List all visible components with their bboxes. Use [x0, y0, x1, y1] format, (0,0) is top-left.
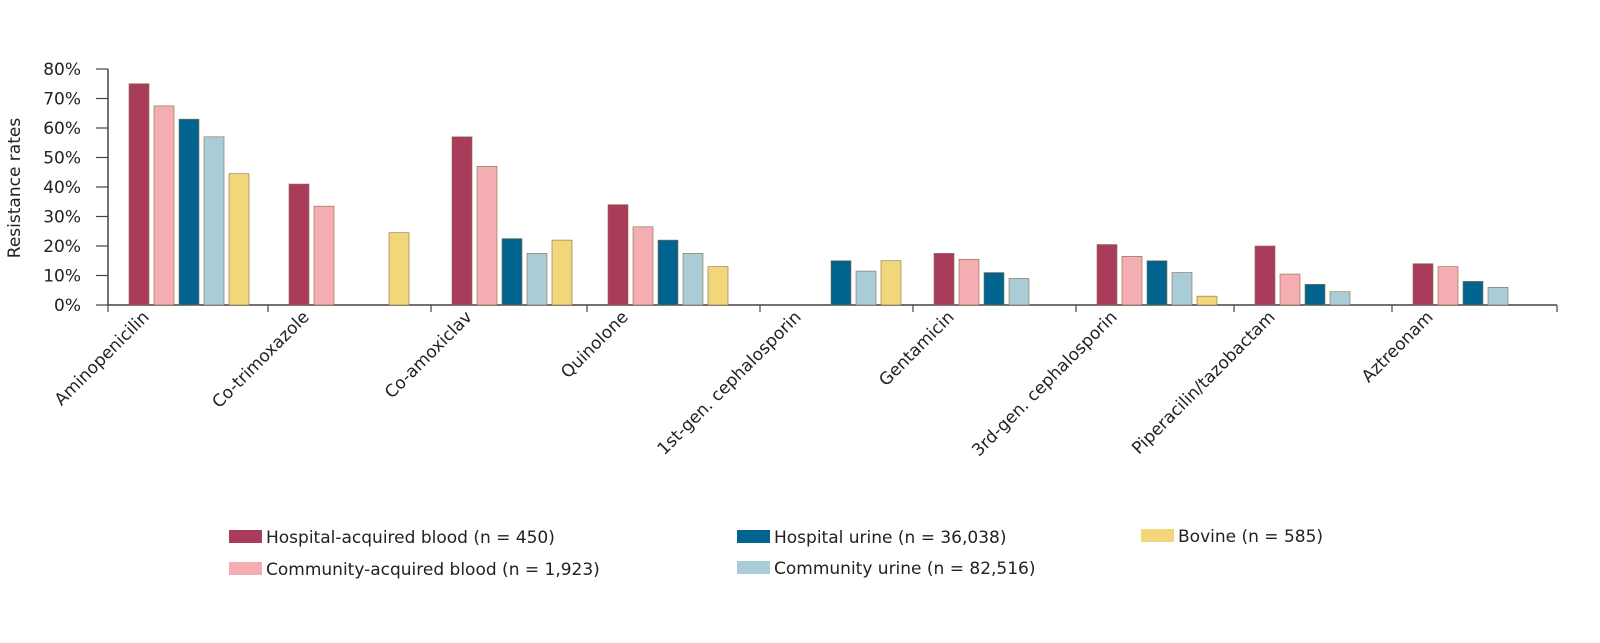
bar: [1329, 291, 1351, 306]
bar: [855, 270, 877, 306]
bar: [203, 136, 225, 306]
bar: [607, 204, 629, 306]
x-category-label: Co-amoxiclav: [381, 307, 476, 402]
bar: [153, 105, 175, 306]
x-category-label: Quinolone: [557, 307, 632, 382]
bar: [388, 232, 410, 306]
bar: [1096, 244, 1118, 306]
legend-swatch: [737, 561, 770, 574]
bar: [501, 238, 523, 306]
bar: [1146, 260, 1168, 306]
x-axis: Aminopenicilin Co-trimoxazole Co-amoxiclav…: [51, 304, 1558, 461]
legend: Hospital-acquired blood (n = 450) Communi…: [229, 527, 1323, 580]
bar: [983, 272, 1005, 306]
legend-swatch: [229, 530, 262, 543]
bar: [657, 239, 679, 306]
bar: [632, 226, 654, 306]
legend-label: Bovine (n = 585): [1178, 527, 1323, 547]
bar: [830, 260, 852, 306]
y-tick-label: 60%: [43, 119, 81, 139]
y-tick-label: 80%: [43, 60, 81, 80]
bar: [313, 205, 335, 306]
bar: [476, 166, 498, 306]
legend-label: Hospital-acquired blood (n = 450): [266, 528, 555, 548]
legend-label: Community urine (n = 82,516): [774, 559, 1036, 579]
bar: [1437, 266, 1459, 306]
x-category-label: Gentamicin: [875, 307, 958, 390]
bar: [451, 136, 473, 306]
x-category-label: Co-trimoxazole: [209, 307, 314, 412]
x-category-label: 3rd-gen. cephalosporin: [968, 307, 1121, 460]
legend-swatch: [1141, 529, 1174, 542]
bar: [1171, 272, 1193, 306]
bar: [288, 183, 310, 306]
y-axis: 0% 10% 20% 30% 40% 50% 60% 70% 80%: [43, 60, 109, 316]
bar: [1121, 256, 1143, 306]
bar: [933, 253, 955, 306]
bar: [1304, 284, 1326, 306]
bar: [707, 266, 729, 306]
legend-label: Hospital urine (n = 36,038): [774, 528, 1006, 548]
y-axis-label: Resistance rates: [5, 118, 25, 259]
y-tick-label: 20%: [43, 237, 81, 257]
bar: [128, 83, 150, 306]
bar: [682, 253, 704, 306]
bars: [128, 83, 1509, 306]
x-category-label: Piperacilin/tazobactam: [1128, 307, 1279, 458]
y-tick-label: 10%: [43, 267, 81, 287]
bar: [880, 260, 902, 306]
x-category-label: Aztreonam: [1358, 307, 1438, 387]
x-category-label: 1st-gen. cephalosporin: [654, 307, 806, 459]
bar: [178, 118, 200, 306]
y-tick-label: 40%: [43, 178, 81, 198]
legend-label: Community-acquired blood (n = 1,923): [266, 560, 600, 580]
bar: [1279, 273, 1301, 306]
y-tick-label: 0%: [54, 296, 81, 316]
y-tick-label: 30%: [43, 208, 81, 228]
legend-swatch: [229, 562, 262, 575]
bar: [551, 239, 573, 306]
y-tick-label: 50%: [43, 149, 81, 169]
y-tick-label: 70%: [43, 90, 81, 110]
legend-swatch: [737, 530, 770, 543]
bar: [958, 258, 980, 306]
bar: [228, 173, 250, 306]
bar: [1462, 281, 1484, 306]
bar: [1196, 295, 1218, 306]
bar: [526, 253, 548, 306]
bar: [1254, 245, 1276, 306]
bar: [1008, 278, 1030, 306]
bar: [1487, 286, 1509, 306]
bar: [1412, 263, 1434, 306]
x-category-label: Aminopenicilin: [51, 307, 154, 410]
